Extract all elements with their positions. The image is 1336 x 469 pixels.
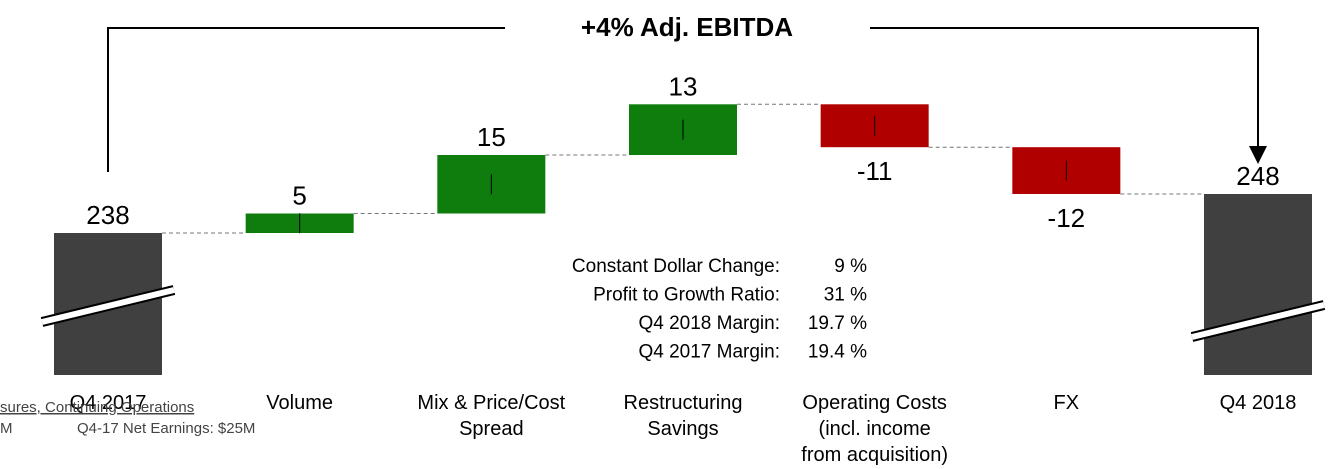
annotation-value: 19.7 % [808, 313, 867, 334]
value-label: 248 [1236, 161, 1279, 191]
x-tick-label: Q4 2017 [70, 392, 147, 414]
bracket-right [870, 27, 1259, 148]
value-label: -12 [1048, 203, 1086, 233]
x-tick-label: Mix & Price/Cost Spread [417, 392, 565, 440]
axis-break-gap [41, 287, 175, 325]
title-bracket [107, 27, 1259, 172]
annotation-label: Q4 2017 Margin: [638, 342, 780, 363]
x-tick-label-line: Volume [266, 392, 333, 414]
x-tick-label-line: Operating Costs [802, 392, 947, 414]
annotation-value: 9 % [834, 256, 867, 277]
x-tick-label-line: Restructuring [624, 392, 743, 414]
annotation-value: 31 % [824, 285, 867, 306]
bracket-left [107, 27, 505, 172]
x-tick-label-line: Savings [647, 418, 718, 440]
x-tick-label: FX [1054, 392, 1080, 414]
value-label: 13 [669, 71, 698, 101]
annotation-label: Q4 2018 Margin: [638, 313, 780, 334]
value-label: 238 [86, 200, 129, 230]
x-tick-label-line: Spread [459, 418, 524, 440]
value-label: 5 [292, 181, 306, 211]
value-label: -11 [857, 156, 893, 186]
x-tick-label-line: Q4 2017 [70, 392, 147, 414]
chart-title: +4% Adj. EBITDA [581, 12, 793, 42]
x-tick-label-line: Q4 2018 [1220, 392, 1297, 414]
footnote: Q4-17 Net Earnings: $25M [77, 420, 255, 437]
annotation-label: Profit to Growth Ratio: [593, 285, 780, 306]
bracket-arrow [1249, 146, 1267, 164]
value-label: 15 [477, 122, 506, 152]
x-tick-label-line: from acquisition) [801, 444, 948, 466]
x-tick-label: Volume [266, 392, 333, 414]
x-tick-label: Operating Costs (incl. income from acquisi… [801, 392, 948, 466]
x-tick-label-line: (incl. income [819, 418, 931, 440]
annotation-value: 19.4 % [808, 342, 867, 363]
annotation-label: Constant Dollar Change: [572, 256, 780, 277]
x-tick-label-line: Mix & Price/Cost [417, 392, 565, 414]
x-tick-label: Q4 2018 [1220, 392, 1297, 414]
footnote: M [0, 420, 13, 437]
x-tick-label: Restructuring Savings [624, 392, 743, 440]
axis-break-gap [1191, 302, 1325, 340]
footnote: sures, Continuing Operations [0, 399, 194, 416]
total-bar [1204, 194, 1312, 375]
x-tick-label-line: FX [1054, 392, 1080, 414]
